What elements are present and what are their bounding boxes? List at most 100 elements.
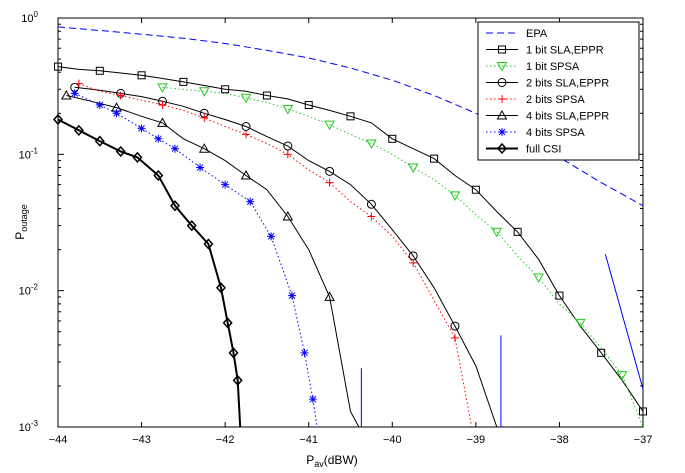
data-point (169, 200, 181, 212)
data-point (574, 318, 586, 329)
x-tick-label: −40 (383, 434, 402, 446)
data-point (242, 130, 251, 139)
data-point (54, 62, 62, 71)
data-point (282, 105, 294, 115)
data-point (112, 109, 121, 118)
data-point (283, 141, 293, 151)
data-point (221, 180, 230, 189)
data-point (186, 219, 197, 232)
series-line-4 (78, 83, 473, 428)
x-tick-label: −39 (467, 434, 486, 446)
x-tick-label: −41 (299, 434, 318, 446)
data-point (430, 154, 439, 163)
series-line-1 (57, 66, 644, 412)
data-point (533, 273, 544, 283)
data-point (137, 71, 146, 80)
legend-marker (497, 78, 507, 87)
x-axis-label: Pav(dBW) (306, 453, 358, 469)
data-point (283, 150, 292, 159)
data-point (491, 227, 503, 238)
x-tick-label: −44 (49, 434, 68, 446)
x-axis-label-unit: (dBW) (324, 453, 358, 467)
series-line-2 (162, 86, 644, 428)
data-point (450, 333, 459, 342)
data-point (70, 89, 79, 98)
x-axis-label-main: P (306, 453, 314, 467)
data-point (61, 90, 72, 100)
data-point (179, 77, 188, 86)
data-point (132, 151, 143, 163)
legend-label: full CSI (526, 144, 561, 156)
y-tick-label: 10-3 (19, 419, 39, 434)
legend-label: EPA (526, 28, 548, 40)
data-point (157, 83, 168, 93)
data-point (196, 163, 205, 172)
legend-marker (498, 45, 506, 54)
data-point (95, 101, 104, 110)
x-axis-label-sub: av (314, 459, 324, 469)
axis-ticks: −44 −43 −42 −41 −40 −39 −38 −37 100 10-1 10-2 10-3 (19, 10, 653, 446)
legend-label: 2 bits SPSA (526, 94, 585, 106)
data-point (198, 87, 210, 97)
data-point (366, 139, 377, 150)
data-point (288, 291, 296, 300)
series-markers (52, 62, 647, 416)
y-axis-label: Poutage (13, 204, 29, 240)
data-point (240, 169, 252, 180)
data-point (308, 395, 317, 404)
data-point (232, 374, 243, 386)
series-line-6 (74, 92, 318, 428)
data-point (346, 112, 355, 121)
series-line-5 (66, 95, 360, 428)
data-point (267, 232, 276, 241)
data-point (262, 91, 271, 100)
legend-label: 2 bits SLA,EPPR (526, 78, 609, 90)
data-point (616, 371, 628, 381)
y-tick-label: 100 (21, 10, 38, 25)
data-point (203, 238, 214, 250)
data-point (282, 210, 294, 221)
x-tick-label: −43 (132, 434, 151, 446)
x-tick-label: −37 (634, 434, 653, 446)
data-point (73, 124, 84, 136)
data-point (513, 227, 522, 236)
x-tick-label: −42 (216, 434, 235, 446)
data-point (154, 134, 163, 143)
data-point (471, 185, 480, 194)
legend-marker (496, 62, 508, 72)
data-point (409, 258, 418, 267)
data-point (228, 347, 239, 359)
data-point (597, 348, 606, 357)
legend: EPA 1 bit SLA,EPPR 1 bit SPSA 2 bits SLA,EP… (477, 21, 640, 161)
data-point (198, 143, 210, 153)
data-point (246, 197, 255, 206)
data-point (221, 85, 230, 94)
data-point (157, 117, 168, 127)
legend-marker (496, 142, 508, 155)
legend-label: 1 bit SLA,EPPR (526, 45, 604, 57)
data-point (153, 169, 164, 182)
legend-marker (498, 128, 506, 136)
data-point (407, 163, 419, 174)
data-point (158, 101, 167, 110)
data-point (222, 317, 233, 329)
data-point (115, 145, 126, 158)
data-point (367, 212, 376, 221)
legend-box (477, 21, 640, 161)
legend-marker (498, 95, 506, 103)
data-point (324, 120, 335, 131)
legend-label: 1 bit SPSA (526, 61, 580, 73)
data-point (94, 135, 105, 147)
data-point (388, 134, 397, 143)
data-point (366, 199, 376, 209)
data-point (95, 66, 104, 75)
legend-label: 4 bits SPSA (526, 127, 585, 139)
legend-marker (496, 109, 508, 120)
data-point (449, 191, 461, 201)
x-tick-label: −38 (550, 434, 569, 446)
data-point (325, 178, 334, 187)
data-point (116, 91, 125, 100)
series-line-3 (74, 86, 498, 428)
y-axis-label-main: P (13, 232, 27, 240)
